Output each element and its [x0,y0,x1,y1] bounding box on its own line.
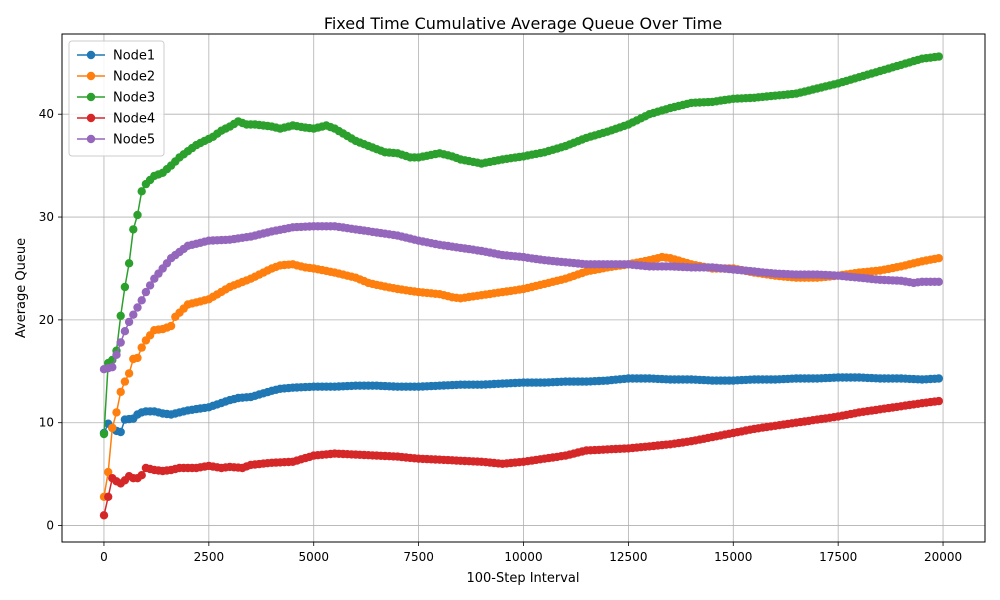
legend: Node1 Node2 Node3 Node4 Node5 [68,40,165,157]
data-point [137,343,146,352]
legend-item-node3: Node3 [77,91,155,106]
data-point [133,210,142,220]
series-node3 [99,52,943,439]
legend-box [68,40,165,157]
x-axis-label: 100-Step Interval [466,571,579,586]
x-tick-label: 10000 [504,550,542,564]
data-point [133,303,142,312]
legend-label: Node3 [113,91,155,106]
legend-swatch-marker [86,113,96,123]
y-axis-label: Average Queue [14,238,29,338]
x-tick-label: 5000 [298,550,329,564]
series-node5 [99,222,943,374]
data-point [145,281,155,290]
data-point [104,492,113,501]
y-tick-label: 40 [39,107,54,121]
data-point [129,310,138,319]
data-point [137,187,146,196]
data-point [137,296,146,305]
y-tick-label: 20 [39,313,54,327]
data-point [934,396,943,406]
x-tick-label: 0 [100,550,108,564]
data-point [124,259,134,268]
legend-label: Node4 [113,112,155,127]
data-point [934,52,943,61]
x-tick-label: 2500 [194,550,225,564]
legend-label: Node5 [113,133,155,148]
x-tick-label: 20000 [924,550,962,564]
data-point [124,369,134,378]
data-point [934,277,943,286]
legend-item-node1: Node1 [77,49,155,64]
data-point [934,254,943,263]
y-tick-label: 0 [46,519,54,533]
data-point [116,311,125,320]
data-point [934,374,943,383]
series-layer [99,52,943,520]
legend-label: Node1 [113,49,155,64]
data-point [137,471,146,480]
legend-swatch-marker [86,71,96,81]
legend-swatch-marker [86,50,96,60]
data-point [112,350,121,359]
legend-swatch-marker [86,92,96,102]
data-point [120,282,130,292]
data-point [141,287,151,297]
data-point [124,317,134,327]
data-point [116,427,125,437]
tick-layer: 0 2500 5000 7500 10000 12500 15000 17500 20000 0 1… [39,107,962,564]
data-point [166,321,176,331]
x-tick-label: 7500 [403,550,434,564]
series-node4 [99,396,943,520]
data-point [99,429,109,439]
chart-title: Fixed Time Cumulative Average Queue Over… [324,14,722,33]
data-point [129,225,138,234]
data-point [120,327,130,336]
data-point [120,377,130,386]
legend-label: Node2 [113,70,155,85]
data-point [112,408,121,417]
y-tick-label: 30 [39,210,54,224]
legend-swatch-marker [86,134,96,144]
x-tick-label: 12500 [609,550,647,564]
legend-item-node2: Node2 [77,70,155,85]
data-point [99,511,109,520]
data-point [133,353,142,363]
y-tick-label: 10 [39,416,54,430]
grid-layer [62,34,985,542]
legend-item-node5: Node5 [77,133,155,148]
data-point [108,423,117,433]
x-tick-label: 17500 [819,550,857,564]
data-point [116,338,125,347]
data-point [104,467,113,477]
data-point [108,363,117,372]
legend-item-node4: Node4 [77,112,155,127]
data-point [116,387,125,397]
x-tick-label: 15000 [714,550,752,564]
